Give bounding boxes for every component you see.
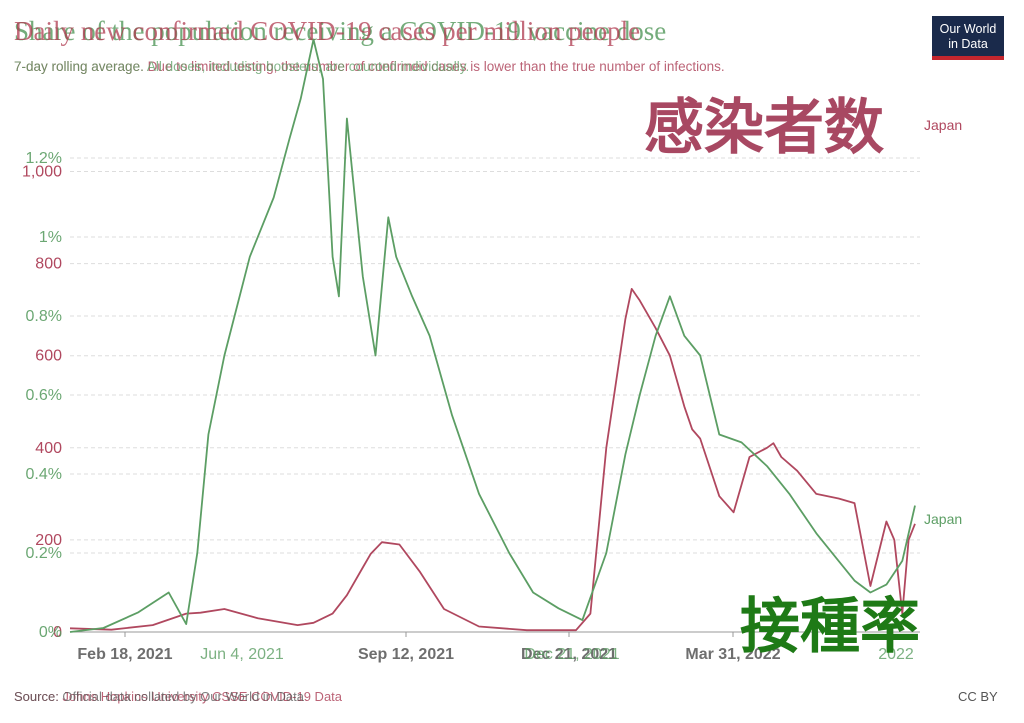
chart-title-vaccination: Share of the population receiving a COVI…: [14, 16, 667, 46]
source-cases[interactable]: Source: Johns Hopkins University CSSE CO…: [14, 689, 343, 704]
x-tick-labels: Feb 18, 2021 Sep 12, 2021 Dec 21, 2021 Mar …: [77, 632, 914, 663]
x-tick-label-vaccination: 2022: [878, 646, 914, 663]
overlay-label-vaccination: 接種率: [740, 592, 920, 662]
series-line-vaccination: [69, 38, 916, 633]
y-tick-label-cases: 0: [53, 624, 62, 641]
license-label[interactable]: CC BY: [958, 689, 998, 704]
y-tick-label-cases: 800: [35, 256, 62, 273]
chart-subtitle-cases: 7-day rolling average. Due to limited te…: [14, 59, 725, 74]
owid-logo[interactable]: Our World in Data: [932, 16, 1004, 60]
y-tick-label-cases: 400: [35, 440, 62, 457]
overlay-label-cases: 感染者数: [644, 93, 884, 163]
source-vaccination[interactable]: Source: Official data collated by Our Wo…: [14, 689, 304, 704]
y-tick-label-vaccination: 0.6%: [26, 387, 62, 404]
series-line-cases: [69, 287, 916, 632]
x-tick-label-vaccination: Dec 21, 2021: [524, 646, 619, 663]
x-tick-label-vaccination: Jun 4, 2021: [200, 646, 284, 663]
logo-line-2: in Data: [948, 37, 988, 51]
series-end-label-cases: Japan: [924, 117, 963, 133]
y-tick-label-cases: 600: [35, 348, 62, 365]
x-tick-label-cases: Sep 12, 2021: [358, 646, 454, 663]
grid-lines: [70, 157, 920, 633]
y-tick-label-vaccination: 0.8%: [26, 308, 62, 325]
y-tick-label-cases: 1,000: [22, 164, 62, 181]
logo-line-1: Our World: [939, 22, 997, 36]
y-tick-labels: 0 200 400 600 800 1,000 0% 0.2% 0.4% 0.6% 0.8% 1% 1.…: [22, 150, 62, 641]
series-end-label-vaccination: Japan: [924, 511, 963, 527]
y-tick-label-vaccination: 1.2%: [26, 150, 62, 167]
x-tick-label-cases: Feb 18, 2021: [77, 646, 172, 663]
y-tick-label-vaccination: 0.2%: [26, 545, 62, 562]
y-tick-label-cases: 200: [35, 532, 62, 549]
x-tick-label-cases: Dec 21, 2021: [521, 646, 617, 663]
chart-title-cases: Daily new confirmed COVID-19 cases per m…: [14, 16, 641, 46]
y-tick-label-vaccination: 0.4%: [26, 466, 62, 483]
x-tick-label-cases: Mar 31, 2022: [685, 646, 780, 663]
y-tick-label-vaccination: 1%: [39, 229, 62, 246]
chart-subtitle-vaccination: 7-day rolling average. All doses, includ…: [14, 59, 470, 74]
series-lines: [69, 38, 916, 633]
y-tick-label-vaccination: 0%: [39, 624, 62, 641]
